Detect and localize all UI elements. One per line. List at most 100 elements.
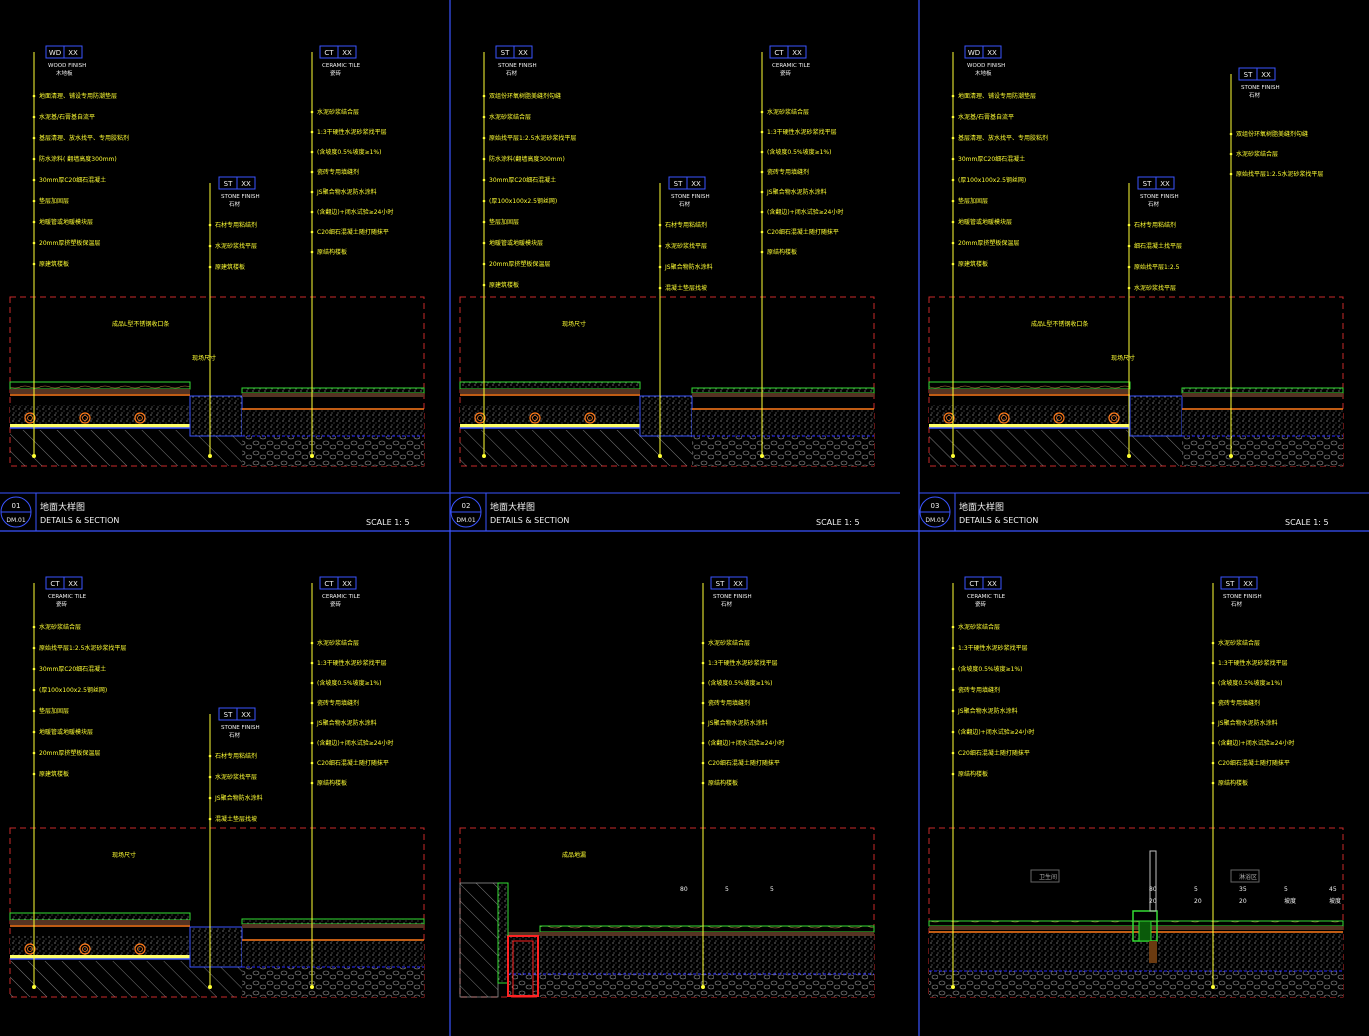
heating-pipe bbox=[529, 412, 541, 424]
tag-code: ST bbox=[716, 580, 725, 588]
layer-note: 原结构楼板 bbox=[1218, 779, 1248, 787]
stone-base bbox=[640, 436, 692, 466]
layer-note: 原结构楼板 bbox=[317, 779, 347, 787]
layer-note: 水泥砂浆结合层 bbox=[767, 108, 809, 116]
bond-layer bbox=[929, 926, 1343, 930]
dimension-text: 35 bbox=[1239, 886, 1247, 893]
layer-note: 水泥砂浆结合层 bbox=[1236, 150, 1278, 158]
tag-material-en: CERAMIC TILE bbox=[48, 594, 87, 600]
leader-end-dot bbox=[208, 454, 212, 458]
layer-note: 原建筑楼板 bbox=[39, 770, 69, 778]
tag-material-en: STONE FINISH bbox=[221, 194, 260, 200]
leader-dot bbox=[951, 667, 955, 671]
layer-note: C20细石混凝土随打随抹平 bbox=[708, 759, 780, 767]
room-label: 卫生间 bbox=[1039, 873, 1057, 881]
layer-note: 垫层加固层 bbox=[39, 197, 69, 205]
stone-base bbox=[190, 967, 242, 997]
right-subbase bbox=[692, 436, 874, 466]
left-underlay bbox=[10, 920, 190, 925]
layer-note: 30mm厚C20细石混凝土 bbox=[39, 176, 106, 184]
heating-pipe bbox=[1053, 412, 1065, 424]
tag-number-box bbox=[236, 176, 256, 190]
layer-note: JS聚合物水泥防水涂料 bbox=[707, 719, 768, 727]
leader-end-dot bbox=[760, 454, 764, 458]
layer-note: 1:3干硬性水泥砂浆找平层 bbox=[317, 128, 387, 136]
layer-note: 石材专用粘结剂 bbox=[215, 752, 257, 760]
leader-dot bbox=[32, 220, 36, 224]
leader-dot bbox=[32, 772, 36, 776]
layer-note: 原结构楼板 bbox=[958, 770, 988, 778]
leader-dot bbox=[310, 661, 314, 665]
leader-dot bbox=[32, 667, 36, 671]
insulation-board bbox=[10, 424, 190, 428]
tag-material-zh: 瓷砖 bbox=[330, 600, 342, 608]
layer-note: (含翻边)+闭水试验≥24小时 bbox=[708, 739, 784, 747]
right-screed bbox=[242, 941, 424, 967]
leader-dot bbox=[482, 115, 486, 119]
layer-note: 细石混凝土找平层 bbox=[1134, 242, 1182, 250]
detail-title-en: DETAILS & SECTION bbox=[40, 516, 119, 525]
tag-number: XX bbox=[733, 580, 743, 588]
leader-end-dot bbox=[32, 454, 36, 458]
callout-label: 现场尺寸 bbox=[1111, 354, 1135, 362]
leader-dot bbox=[701, 661, 705, 665]
leader-dot bbox=[701, 641, 705, 645]
layer-note: JS聚合物水泥防水涂料 bbox=[766, 188, 827, 196]
tag-number: XX bbox=[68, 49, 78, 57]
tag-material-en: STONE FINISH bbox=[713, 594, 752, 600]
layer-note: C20细石混凝土随打随抹平 bbox=[317, 228, 389, 236]
layer-note: 地面清理、铺设专用防潮垫层 bbox=[958, 92, 1036, 100]
leader-dot bbox=[310, 230, 314, 234]
tag-number: XX bbox=[241, 711, 251, 719]
right-bond bbox=[242, 924, 424, 928]
layer-note: 地暖管或地暖模块层 bbox=[489, 239, 543, 247]
leader-dot bbox=[760, 190, 764, 194]
detail-title-en: DETAILS & SECTION bbox=[490, 516, 569, 525]
tag-material-zh: 石材 bbox=[721, 600, 733, 608]
leader-dot bbox=[310, 190, 314, 194]
layer-note: 垫层加固层 bbox=[39, 707, 69, 715]
tag-number: XX bbox=[68, 580, 78, 588]
layer-note: 地暖管或地暖模块层 bbox=[39, 218, 93, 226]
leader-dot bbox=[1211, 681, 1215, 685]
leader-end-dot bbox=[310, 454, 314, 458]
leader-dot bbox=[310, 781, 314, 785]
layer-note: 原始找平层1:2.5水泥砂浆找平层 bbox=[489, 134, 576, 142]
leader-dot bbox=[701, 741, 705, 745]
leader-dot bbox=[32, 157, 36, 161]
leader-dot bbox=[310, 110, 314, 114]
layer-note: 30mm厚C20细石混凝土 bbox=[489, 176, 556, 184]
leader-end-dot bbox=[701, 985, 705, 989]
heating-pipe-inner bbox=[1111, 415, 1117, 421]
leader-dot bbox=[208, 244, 212, 248]
layer-note: 石材专用粘结剂 bbox=[215, 221, 257, 229]
detail-title-zh: 地面大样图 bbox=[959, 501, 1004, 513]
layer-note: (含坡度0.5%坡度≥1%) bbox=[958, 665, 1022, 673]
leader-dot bbox=[1127, 265, 1131, 269]
detail-number: 03 bbox=[931, 502, 940, 510]
leader-dot bbox=[760, 110, 764, 114]
layer-note: 水泥基/石膏基自流平 bbox=[39, 113, 95, 121]
leader-dot bbox=[310, 170, 314, 174]
leader-dot bbox=[760, 130, 764, 134]
left-underlay bbox=[10, 389, 190, 394]
insulation-board bbox=[460, 424, 640, 428]
wall-finish bbox=[497, 882, 509, 984]
leader-end-dot bbox=[658, 454, 662, 458]
tag-code: CT bbox=[324, 580, 334, 588]
heating-pipe bbox=[134, 412, 146, 424]
leader-dot bbox=[32, 709, 36, 713]
callout-label: 成品L型不锈钢收口条 bbox=[112, 320, 169, 328]
sheet-number: DM.01 bbox=[6, 517, 26, 524]
layer-note: JS聚合物水泥防水涂料 bbox=[316, 719, 377, 727]
insulation-board bbox=[10, 955, 190, 959]
layer-note: 原始找平层1:2.5水泥砂浆找平层 bbox=[1236, 170, 1323, 178]
layer-note: 原建筑楼板 bbox=[215, 263, 245, 271]
tag-material-zh: 木地板 bbox=[975, 69, 992, 77]
leader-dot bbox=[310, 741, 314, 745]
right-finish bbox=[241, 387, 425, 394]
heating-pipe bbox=[584, 412, 596, 424]
leader-dot bbox=[1127, 244, 1131, 248]
callout-label: 成品L型不锈钢收口条 bbox=[1031, 320, 1088, 328]
